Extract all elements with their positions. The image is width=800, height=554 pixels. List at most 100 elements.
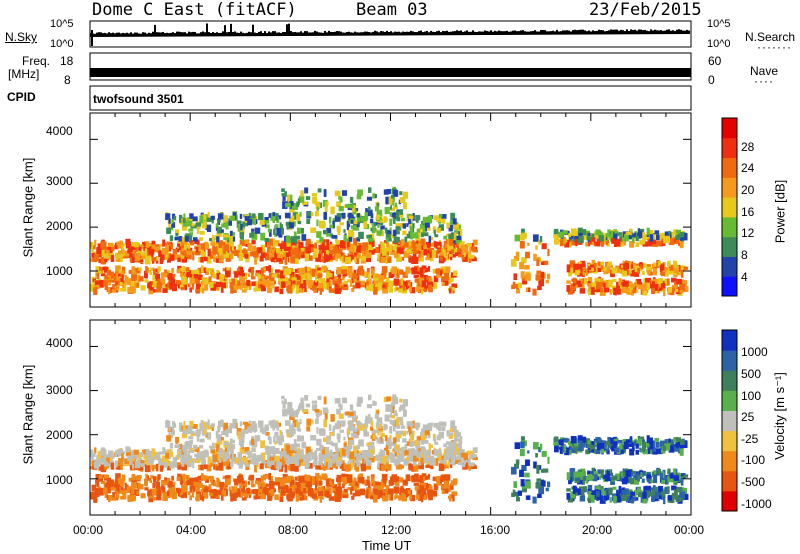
- velocity-cell: [126, 486, 132, 494]
- velocity-cell: [161, 455, 168, 463]
- power-cell: [575, 269, 581, 274]
- velocity-cell: [323, 458, 326, 466]
- power-cell: [300, 275, 304, 284]
- power-cell: [171, 279, 176, 287]
- power-cell: [366, 196, 372, 201]
- velocity-cell: [399, 455, 404, 462]
- power-cell: [225, 270, 231, 278]
- velocity-cell: [403, 409, 407, 417]
- power-cell: [646, 227, 650, 236]
- power-cell: [169, 254, 175, 261]
- power-cell: [347, 279, 351, 283]
- power-cell: [630, 269, 636, 277]
- power-cell: [202, 288, 205, 294]
- power-cell: [92, 278, 97, 282]
- velocity-cell: [94, 488, 101, 493]
- power-cell: [176, 280, 183, 285]
- nsky-bar: [118, 32, 120, 37]
- velocity-cell: [241, 497, 247, 501]
- velocity-cell: [260, 440, 266, 449]
- nsky-bar: [328, 30, 330, 36]
- velocity-cell: [332, 453, 338, 462]
- velocity-cell: [528, 495, 531, 501]
- velocity-cell: [290, 456, 296, 463]
- power-cell: [288, 268, 292, 274]
- velocity-cell: [289, 408, 294, 414]
- velocity-cell: [401, 493, 406, 499]
- velocity-cell: [635, 443, 639, 449]
- power-cell: [289, 275, 294, 280]
- nsky-bar: [302, 32, 304, 36]
- velocity-cell: [385, 404, 391, 412]
- power-cell: [200, 256, 204, 263]
- power-cell: [450, 249, 455, 254]
- nsky-bar: [590, 31, 592, 35]
- velocity-cell: [662, 445, 666, 452]
- velocity-cell: [574, 443, 581, 448]
- power-cell: [288, 247, 292, 254]
- power-cell: [304, 266, 311, 272]
- velocity-cell: [392, 453, 396, 458]
- velocity-cell: [246, 461, 249, 465]
- power-cell: [321, 245, 327, 253]
- power-cell: [617, 232, 623, 236]
- velocity-cell: [471, 465, 477, 469]
- nsky-bar: [670, 30, 672, 35]
- power-cell: [423, 249, 428, 256]
- nsky-bar: [100, 32, 102, 37]
- power-cell: [197, 267, 204, 273]
- velocity-cell: [513, 463, 520, 469]
- velocity-cell: [450, 420, 456, 428]
- power-cell: [436, 217, 442, 222]
- power-cell: [655, 234, 660, 241]
- power-cell: [145, 272, 148, 279]
- power-cell: [458, 254, 464, 258]
- power-cell: [215, 285, 220, 290]
- nsky-panel: [90, 23, 690, 46]
- power-cell: [375, 274, 381, 278]
- power-cell: [100, 256, 107, 265]
- power-cell: [614, 240, 620, 245]
- power-cell: [176, 268, 181, 274]
- power-cell: [223, 252, 230, 258]
- power-cell: [384, 227, 388, 234]
- power-cell: [362, 250, 365, 258]
- velocity-cell: [274, 477, 280, 481]
- velocity-cell: [542, 468, 549, 473]
- power-cell: [466, 243, 472, 247]
- velocity-cell: [189, 420, 194, 427]
- velocity-cell: [281, 400, 286, 404]
- power-cell: [367, 255, 371, 261]
- velocity-cell: [515, 459, 520, 465]
- velocity-cell: [215, 493, 220, 498]
- power-cell: [190, 242, 195, 246]
- velocity-cell: [203, 464, 208, 470]
- nsky-bar: [332, 32, 334, 36]
- velocity-cell: [203, 428, 207, 434]
- velocity-cell: [184, 490, 188, 499]
- power-cell: [427, 215, 433, 224]
- velocity-cell: [285, 488, 291, 493]
- velocity-cell: [652, 473, 657, 477]
- velocity-cell: [145, 473, 148, 481]
- power-cell: [178, 236, 183, 242]
- power-cell: [180, 287, 185, 291]
- power-cell: [675, 288, 679, 293]
- power-cell: [142, 241, 146, 247]
- velocity-cell: [244, 423, 251, 429]
- power-cell: [353, 273, 359, 279]
- velocity-cell: [234, 479, 239, 486]
- power-cell: [419, 224, 423, 229]
- power-cell: [164, 270, 171, 274]
- power-cell: [603, 282, 606, 288]
- nsky-bar: [372, 31, 374, 36]
- velocity-cell: [281, 395, 285, 400]
- nsky-bar: [110, 33, 112, 37]
- power-cell: [194, 250, 201, 256]
- velocity-cell: [218, 447, 223, 456]
- power-cell: [184, 282, 188, 291]
- power-cell: [297, 220, 302, 225]
- power-cell: [293, 231, 297, 237]
- velocity-cell: [196, 434, 200, 442]
- velocity-cell: [204, 452, 209, 456]
